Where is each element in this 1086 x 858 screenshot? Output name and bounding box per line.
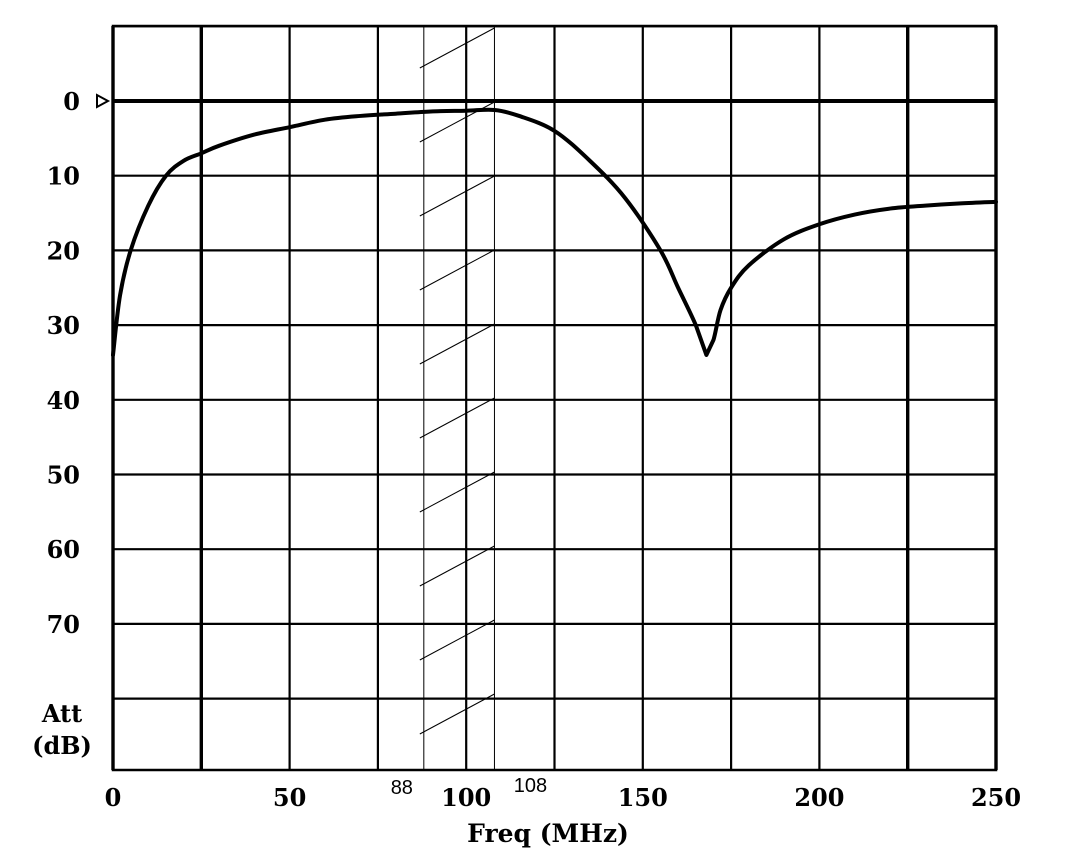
y-tick-label-50: 50 xyxy=(47,461,80,490)
y-tick-label-10: 10 xyxy=(47,162,80,191)
y-tick-label-0: 0 xyxy=(63,87,80,116)
x-axis-label: Freq (MHz) xyxy=(467,819,629,848)
y-tick-label-20: 20 xyxy=(47,236,80,265)
y-axis-label-line2: (dB) xyxy=(32,731,92,760)
band-hatch-0 xyxy=(419,27,495,69)
series-0-line xyxy=(111,107,998,357)
x-tick-label-50: 50 xyxy=(273,783,306,812)
x-tick-label-150: 150 xyxy=(618,783,668,812)
band-hatch-8 xyxy=(419,619,495,661)
band-hatch-2 xyxy=(419,175,495,217)
y-axis-label-line1: Att xyxy=(41,699,82,728)
band-label-start: 88 xyxy=(391,777,413,799)
x-tick-label-250: 250 xyxy=(971,783,1021,812)
band-88-108 xyxy=(419,26,495,770)
zero-marker-icon xyxy=(96,93,111,109)
band-hatch-5 xyxy=(419,397,495,439)
y-tick-label-70: 70 xyxy=(47,610,80,639)
x-tick-label-0: 0 xyxy=(105,783,122,812)
y-tick-label-30: 30 xyxy=(47,311,80,340)
band-hatch-7 xyxy=(419,545,495,587)
band-hatch-4 xyxy=(419,323,495,365)
grid xyxy=(111,24,998,772)
band-label-end: 108 xyxy=(514,775,547,797)
series-layer xyxy=(111,107,998,357)
x-tick-label-100: 100 xyxy=(441,783,491,812)
y-tick-label-60: 60 xyxy=(47,535,80,564)
x-tick-label-200: 200 xyxy=(794,783,844,812)
band-hatch-6 xyxy=(419,471,495,513)
y-tick-label-40: 40 xyxy=(47,386,80,415)
band-hatch-9 xyxy=(419,693,495,735)
labels: 0 10 20 30 40 50 60 70 Att (dB) 0 50 100 150 200 250 88 1… xyxy=(32,87,1021,848)
band-hatch-3 xyxy=(419,249,495,291)
